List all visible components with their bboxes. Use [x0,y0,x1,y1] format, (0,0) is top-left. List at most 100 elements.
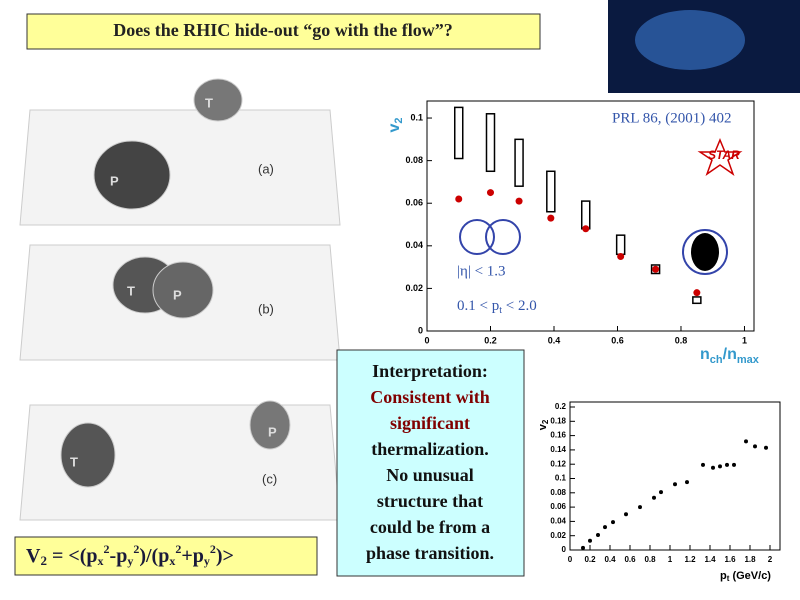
nucleus [193,78,243,122]
interpretation-box [336,349,525,577]
y-axis-label: v2 [537,419,550,430]
blob-label: P [268,424,277,439]
title-box [26,13,541,50]
blob-label: P [110,173,119,188]
interpretation-line: phase transition. [366,543,494,563]
data-point [624,512,628,517]
data-point [732,462,736,467]
data-point [744,439,748,444]
x-tick-label: 1 [742,335,747,345]
y-tick-label: 0.02 [405,283,423,293]
interpretation-heading: Interpretation: [372,361,488,381]
interpretation-line: could be from a [370,517,490,537]
eta-cut: |η| < 1.3 [457,263,506,279]
overlap-sketch [691,233,719,271]
star-logo [697,138,743,176]
label-part: 2 [393,117,405,123]
label-part: ch [710,354,723,366]
formula-part: 2 [210,542,216,556]
overlap-sketch [682,229,728,275]
x-tick-label: 0.2 [584,555,596,564]
data-point [659,490,663,495]
y-tick-label: 0.04 [550,517,566,526]
x-tick-label: 1.8 [744,555,756,564]
data-point [582,225,590,233]
y-tick-label: 0.12 [550,459,566,468]
x-tick-label: 0.8 [644,555,656,564]
formula-part: 2 [40,553,47,568]
y-tick-label: 0.06 [405,198,423,208]
interpretation-line: thermalization. [371,439,488,459]
plot-frame [569,401,781,551]
label-part: max [737,354,760,366]
data-point [693,289,701,297]
x-tick-label: 1.6 [724,555,736,564]
x-tick-label: 1.4 [704,555,716,564]
x-tick-label: 0 [424,335,429,345]
y-axis-label: v2 [386,117,405,132]
y-tick-label: 0.08 [405,155,423,165]
formula-part: y [204,554,210,568]
data-point [617,252,625,260]
photo-glow [635,10,745,70]
data-point [486,189,494,197]
blob-label: T [70,454,78,469]
hydro-range [615,234,626,256]
data-point [588,538,592,543]
x-tick-label: 0.2 [484,335,497,345]
plot-frame [426,100,755,332]
blob-label: P [173,287,182,302]
hydro-range [485,113,496,173]
formula-part: -p [110,545,128,567]
hydro-range [453,106,464,160]
data-point [611,520,615,525]
x-axis-label: pt (GeV/c) [720,570,771,583]
x-tick-label: 0 [568,555,573,564]
label-part: p [720,570,727,582]
blob-label: T [127,283,135,298]
formula-part: 2 [104,542,110,556]
hydro-range [692,296,702,305]
formula-part: V [26,545,41,567]
panel-label: (a) [258,161,274,176]
formula-part: = <(p [47,545,98,567]
y-tick-label: 0.08 [550,488,566,497]
data-point [673,482,677,487]
data-point [685,480,689,485]
data-point [596,532,600,537]
data-point [581,545,585,550]
formula-part: x [169,554,175,568]
formula-part: +p [181,545,204,567]
interpretation-line: significant [390,413,470,433]
x-tick-label: 1.2 [684,555,696,564]
x-axis-label: nch/nmax [700,346,760,366]
y-tick-label: 0.1 [410,112,423,122]
data-point [638,505,642,510]
overlap-sketch [485,219,521,255]
data-point [764,445,768,450]
x-tick-label: 0.4 [548,335,561,345]
overlap-sketch [459,219,495,255]
label-part: n [700,346,710,363]
label-part: t [727,574,730,583]
nucleus [152,261,214,319]
y-tick-label: 0.06 [550,502,566,511]
formula: V2 = <(px2-py2)/(px2+py2)> [26,542,234,568]
pt-cut: 0.1 < pt < 2.0 [457,298,537,316]
illustration [19,78,341,521]
y-tick-label: 0.1 [555,474,567,483]
data-point [753,444,757,449]
data-point [547,214,555,222]
panel-label: (b) [258,301,274,316]
nucleus [93,140,171,210]
data-point [711,465,715,470]
y-tick-label: 0.14 [550,445,566,454]
label-part: v [386,124,403,133]
y-tick-label: 0.18 [550,416,566,425]
blob-label: T [205,95,213,110]
y-tick-label: 0.16 [550,431,566,440]
data-point [701,462,705,467]
hydro-range [546,170,556,213]
data-point [652,495,656,500]
label-part: 0.1 < p [457,298,499,314]
